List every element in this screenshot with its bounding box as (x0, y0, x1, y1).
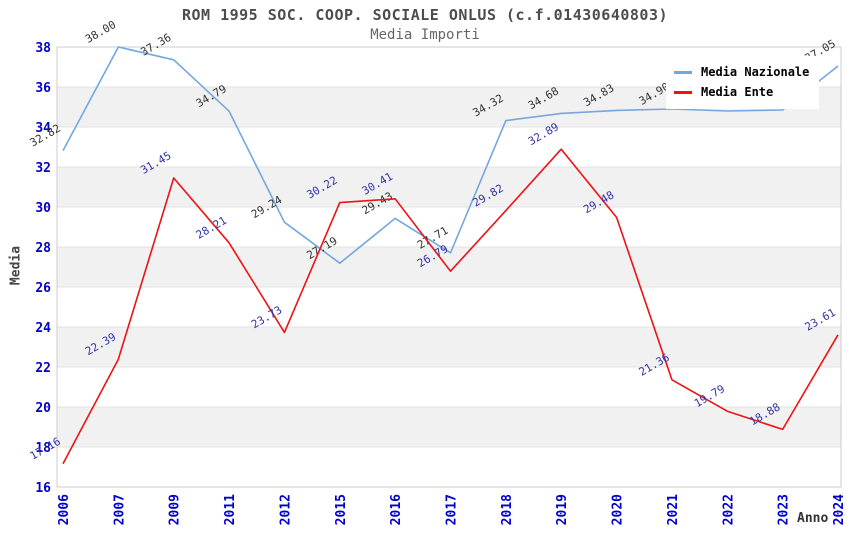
legend-label-media-ente: Media Ente (701, 85, 774, 99)
x-tick-label: 2011 (223, 494, 238, 525)
y-tick-label: 36 (35, 81, 51, 96)
y-tick-label: 32 (35, 161, 51, 176)
y-tick-label: 16 (35, 481, 51, 496)
x-tick-label: 2012 (278, 494, 293, 525)
x-tick-label: 2018 (500, 494, 515, 525)
legend-swatch-media-ente-icon (674, 90, 692, 94)
chart-title: ROM 1995 SOC. COOP. SOCIALE ONLUS (c.f.0… (181, 6, 669, 24)
chart-subtitle: Media Importi (370, 27, 480, 43)
y-tick-label: 24 (35, 321, 51, 336)
x-tick-label: 2023 (777, 494, 792, 525)
legend-item-media-nazionale: Media Nazionale (674, 62, 809, 82)
x-tick-label: 2009 (168, 494, 183, 525)
legend-label-media-nazionale: Media Nazionale (701, 65, 810, 79)
series-line-media-nazionale (62, 46, 839, 265)
grid-band (57, 247, 841, 287)
y-tick-label: 30 (35, 201, 51, 216)
x-tick-label: 2024 (832, 494, 847, 525)
plot-frame (56, 46, 842, 488)
y-tick-label: 28 (35, 241, 51, 256)
legend: Media Nazionale Media Ente (666, 56, 820, 109)
x-tick-label: 2021 (666, 494, 681, 525)
x-tick-label: 2016 (389, 494, 404, 525)
x-tick-label: 2007 (112, 494, 127, 525)
x-tick-label: 2019 (555, 494, 570, 525)
y-tick-label: 20 (35, 401, 51, 416)
series-line-media-ente (62, 148, 839, 465)
x-tick-label: 2015 (334, 494, 349, 525)
y-tick-label: 18 (35, 441, 51, 456)
data-label: 19.79 (692, 382, 727, 410)
x-tick-label: 2006 (57, 494, 72, 525)
grid-band (57, 167, 841, 207)
legend-item-media-ente: Media Ente (674, 82, 809, 102)
y-tick-label: 26 (35, 281, 51, 296)
y-tick-label: 34 (35, 121, 51, 136)
data-label: 17.16 (28, 435, 63, 463)
y-axis-title: Media (8, 245, 24, 286)
y-tick-label: 22 (35, 361, 51, 376)
grid-band (57, 407, 841, 447)
x-tick-label: 2020 (611, 494, 626, 525)
x-tick-label: 2022 (721, 494, 736, 525)
x-tick-label: 2017 (445, 494, 460, 525)
y-tick-label: 38 (35, 41, 51, 56)
legend-swatch-media-nazionale-icon (674, 70, 692, 74)
x-axis-title: Anno (797, 511, 829, 526)
grid-band (57, 327, 841, 367)
